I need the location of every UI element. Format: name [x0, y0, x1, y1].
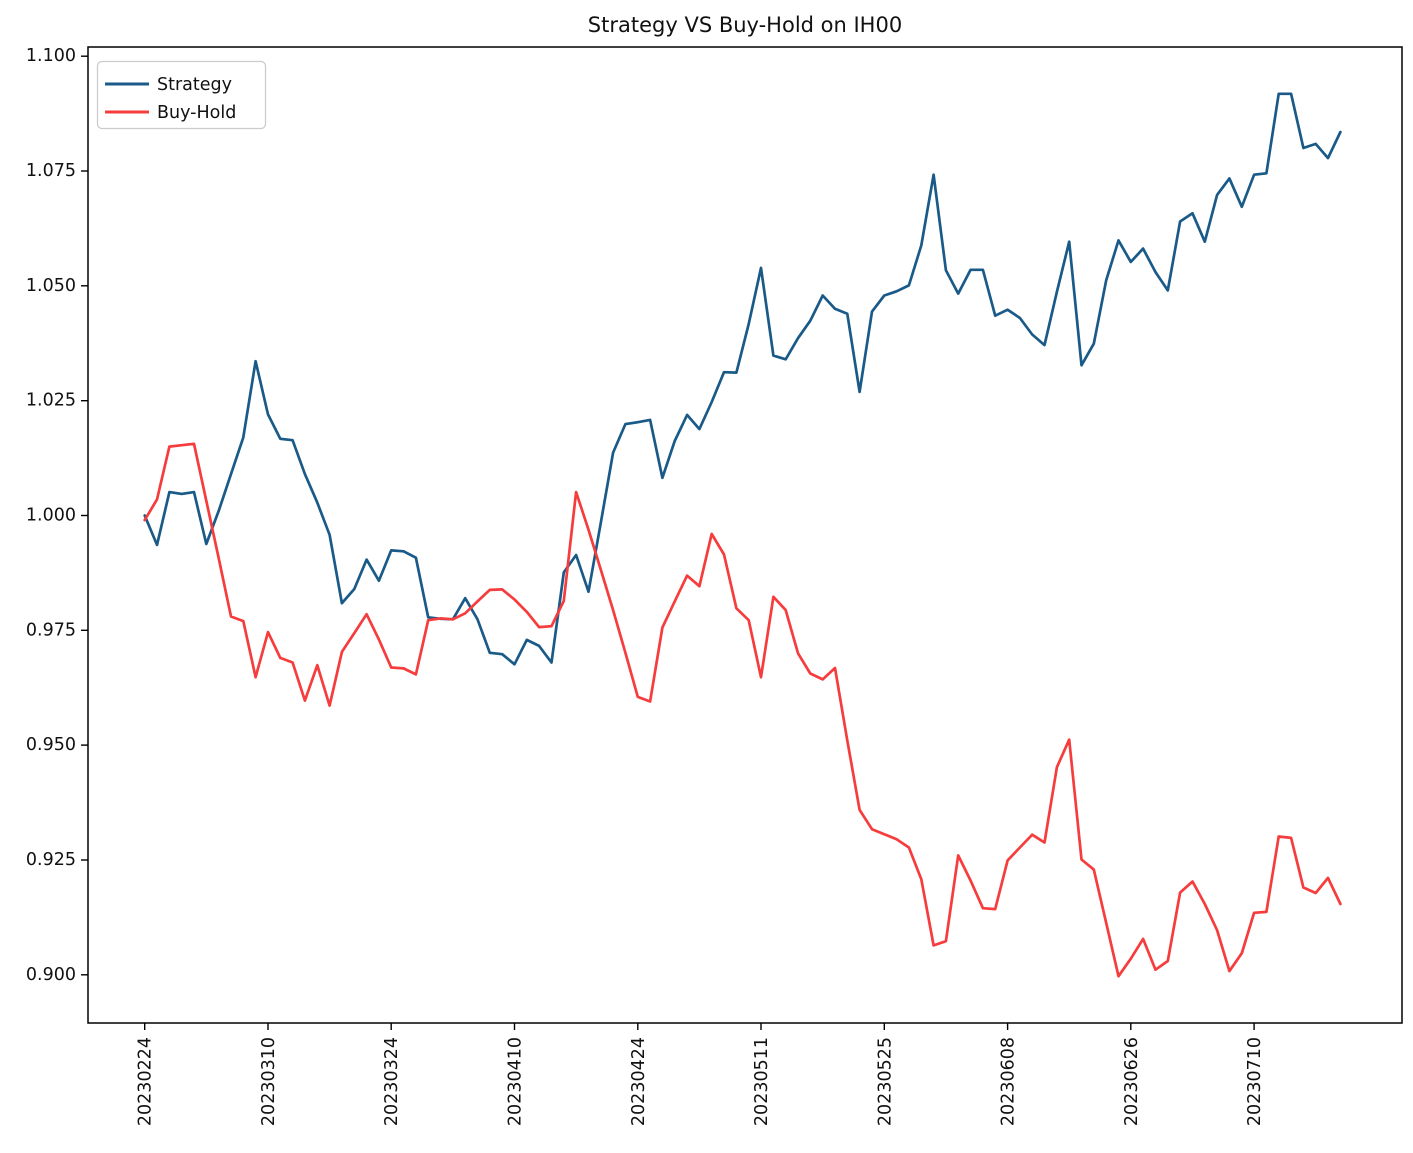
series-line-strategy [143, 92, 1342, 666]
y-tick-label: 0.975 [26, 620, 76, 640]
x-tick-label: 20230626 [1122, 1037, 1142, 1126]
x-tick-label: 20230424 [629, 1037, 649, 1126]
x-tick-label: 20230410 [506, 1037, 526, 1126]
y-tick-label: 0.950 [26, 735, 76, 755]
y-tick-label: 1.075 [26, 161, 76, 181]
y-tick-label: 0.925 [26, 850, 76, 870]
y-tick-label: 1.100 [26, 46, 76, 66]
series-line-buy-hold [143, 442, 1342, 978]
plot-area: 1.100 1.075 1.050 1.025 1.000 0.975 0.950 0.925… [26, 46, 1342, 1126]
plot-border [87, 46, 1403, 1024]
legend-label-buyhold: Buy-Hold [157, 103, 236, 123]
legend: Strategy Buy-Hold [96, 60, 267, 130]
x-tick-label: 20230324 [382, 1037, 402, 1126]
x-tick-label: 20230525 [875, 1037, 895, 1126]
x-tick-label: 20230224 [136, 1037, 156, 1126]
y-tick-label: 1.050 [26, 276, 76, 296]
y-tick-label: 1.025 [26, 391, 76, 411]
legend-label-strategy: Strategy [157, 75, 232, 95]
y-tick-label: 1.000 [26, 506, 76, 526]
x-tick-label: 20230710 [1245, 1037, 1265, 1126]
x-tick-label: 20230608 [999, 1037, 1019, 1126]
y-tick-label: 0.900 [26, 965, 76, 985]
chart-title: Strategy VS Buy-Hold on IH00 [588, 13, 902, 37]
x-tick-label: 20230310 [259, 1037, 279, 1126]
x-tick-label: 20230511 [752, 1037, 772, 1126]
